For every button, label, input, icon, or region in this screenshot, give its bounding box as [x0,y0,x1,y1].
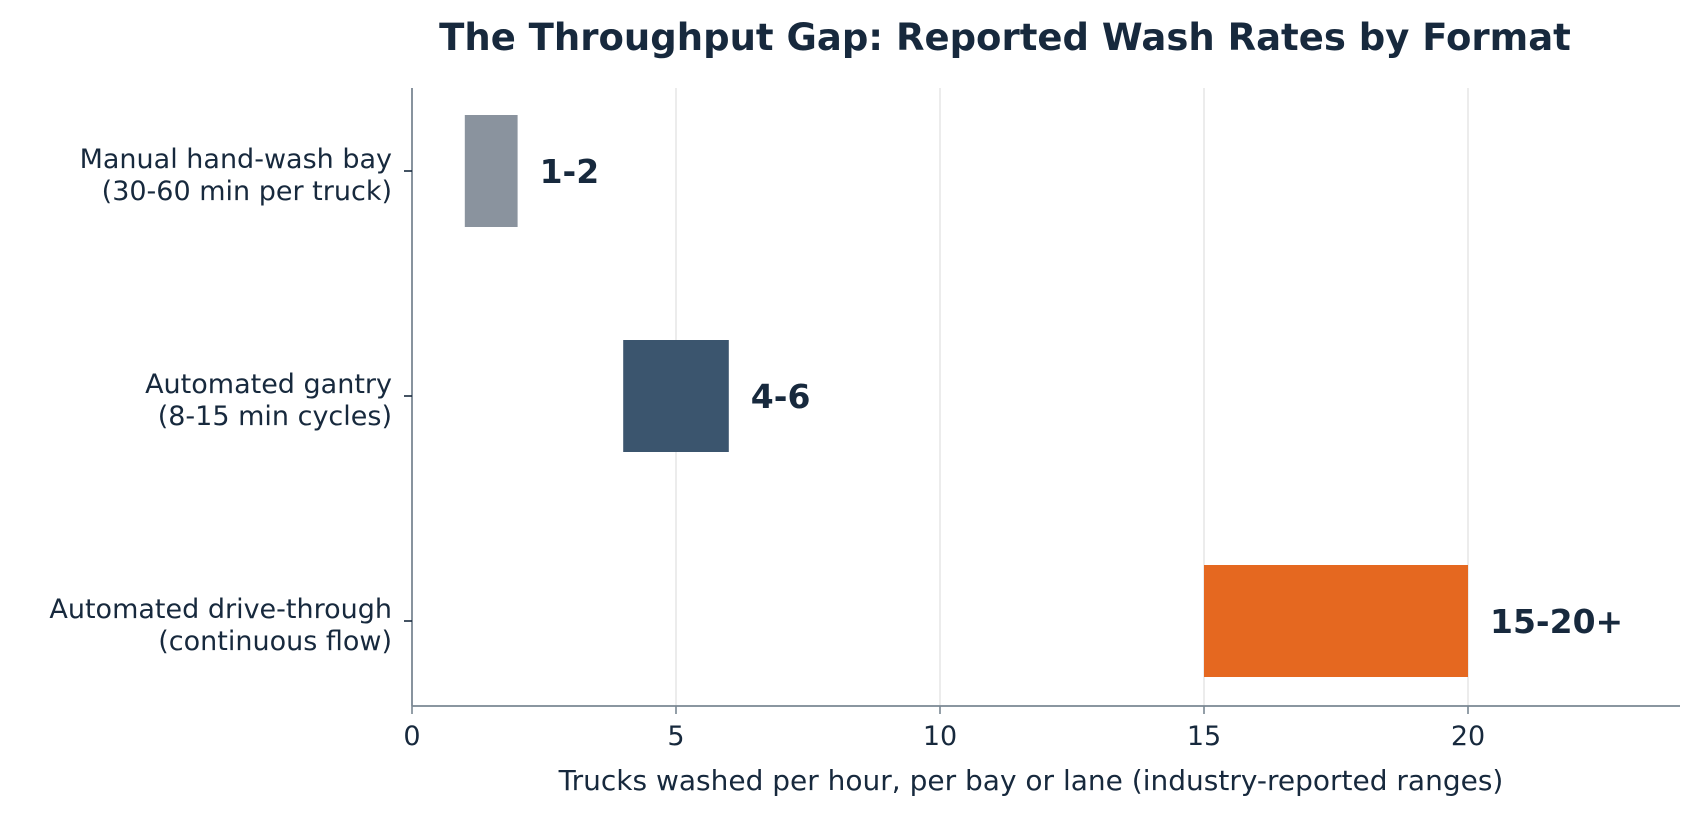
y-tick-label-line: Automated drive-through [49,594,392,625]
bar-2 [1204,565,1468,677]
x-tick-label-10: 10 [923,721,957,752]
x-tick-label-5: 5 [667,721,684,752]
bars-layer [464,115,1468,677]
y-tick-label-2: Automated drive-through (continuous flow) [49,594,392,657]
axes-layer [404,88,1680,714]
y-tick-label-line: Manual hand-wash bay [80,144,392,175]
labels-layer: 1-2 4-6 15-20+ Manual hand-wash bay (30-60 m… [49,144,1623,752]
y-tick-label-line: (continuous flow) [158,626,392,657]
data-label-0: 1-2 [540,152,600,191]
y-tick-label-line: (8-15 min cycles) [158,401,392,432]
bar-1 [623,340,729,452]
y-tick-label-line: (30-60 min per truck) [102,176,392,207]
data-label-1: 4-6 [751,377,811,416]
data-label-2: 15-20+ [1490,602,1623,641]
y-tick-label-0: Manual hand-wash bay (30-60 min per truck… [80,144,392,207]
x-tick-label-0: 0 [403,721,420,752]
chart-title: The Throughput Gap: Reported Wash Rates … [439,16,1571,59]
x-axis-title: Trucks washed per hour, per bay or lane … [558,764,1504,797]
bar-0 [464,115,518,227]
y-tick-label-line: Automated gantry [145,369,392,400]
y-tick-label-1: Automated gantry (8-15 min cycles) [145,369,392,432]
x-tick-label-15: 15 [1187,721,1221,752]
x-tick-label-20: 20 [1451,721,1485,752]
